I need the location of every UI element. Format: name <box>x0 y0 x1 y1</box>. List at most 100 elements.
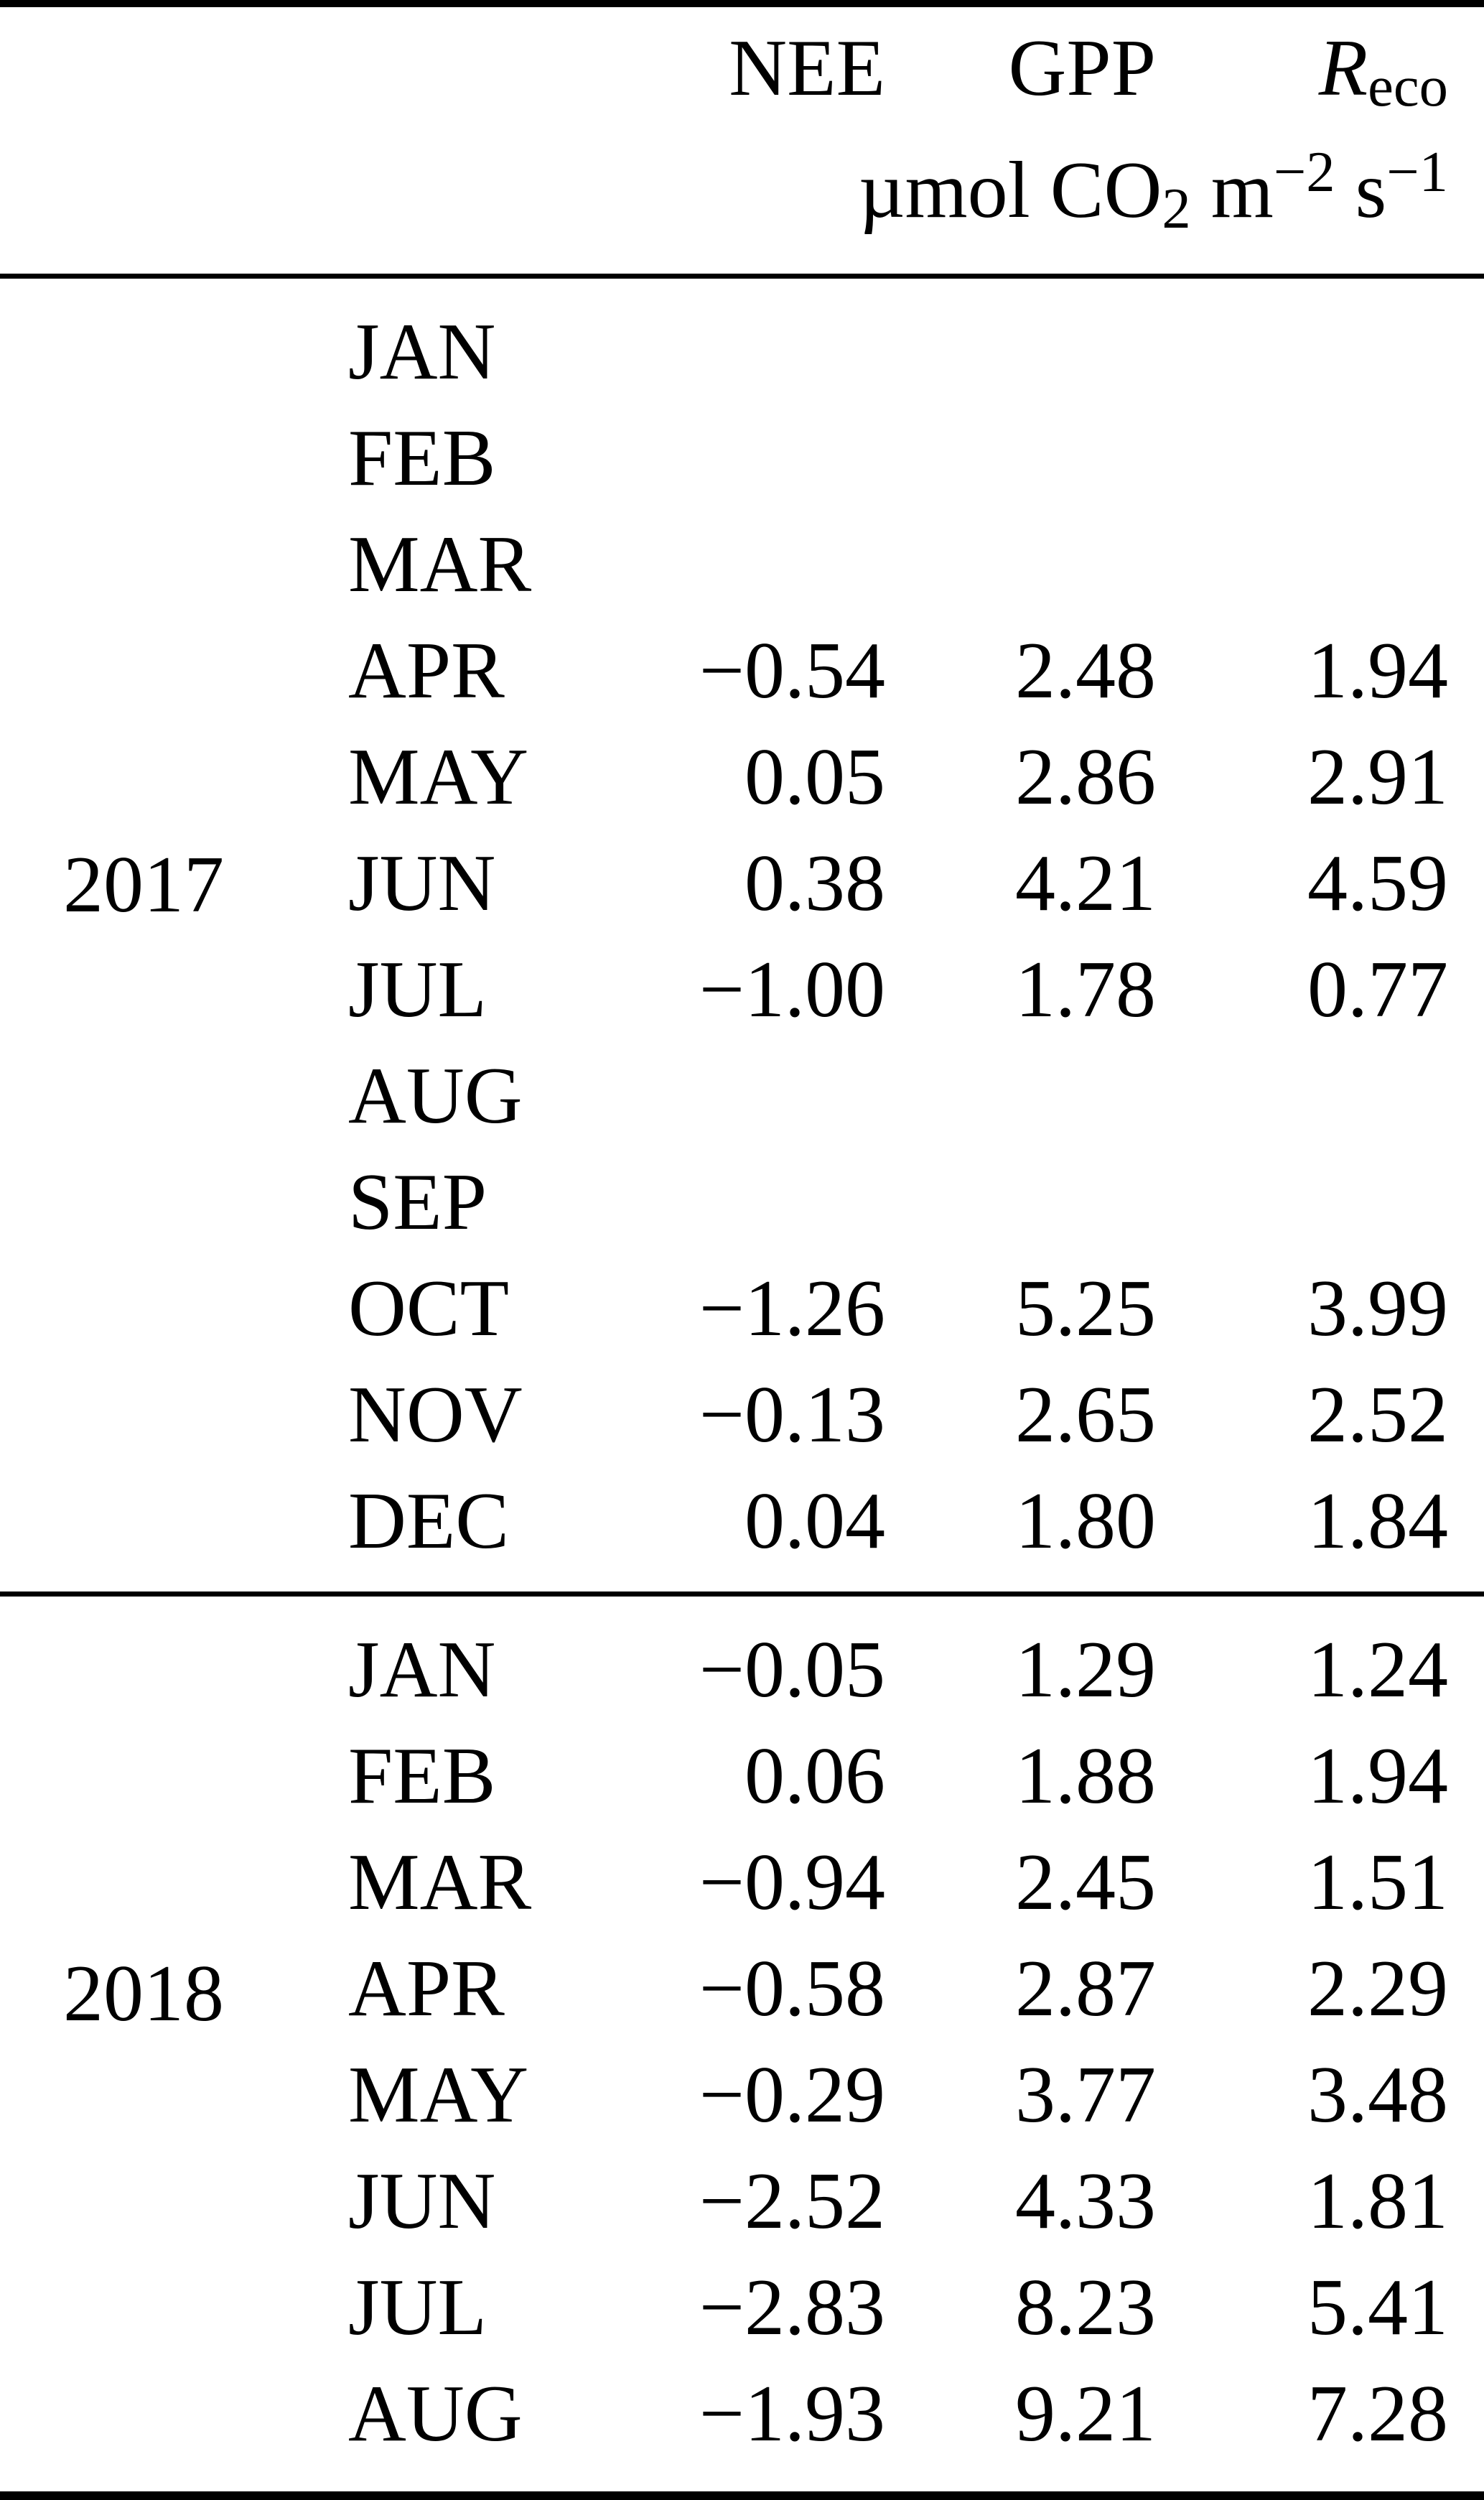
table-row: AUG <box>0 1043 1484 1149</box>
table-row: MAR <box>0 511 1484 618</box>
gpp-value: 1.78 <box>1015 945 1156 1034</box>
gpp-value: 1.29 <box>1015 1625 1156 1714</box>
reco-value <box>1156 405 1484 511</box>
reco-symbol: R <box>1318 24 1368 113</box>
year-label: 2018 <box>0 1594 287 2496</box>
nee-value <box>546 1149 885 1255</box>
reco-value: 3.48 <box>1307 2050 1448 2139</box>
month-label: AUG <box>348 1051 523 1140</box>
table-row: OCT −1.26 5.25 3.99 <box>0 1255 1484 1362</box>
nee-value: −1.26 <box>699 1264 885 1353</box>
reco-value: 3.99 <box>1307 1264 1448 1353</box>
table-row: MAY 0.05 2.86 2.91 <box>0 724 1484 830</box>
table-row: AUG −1.93 9.21 7.28 <box>0 2361 1484 2496</box>
month-label: DEC <box>348 1477 509 1566</box>
reco-value: 7.28 <box>1307 2369 1448 2458</box>
table-row: DEC 0.04 1.80 1.84 <box>0 1468 1484 1594</box>
nee-column-header: NEE <box>729 24 885 113</box>
table-header: NEE GPP Reco µmol CO2 m−2 s−1 <box>0 4 1484 277</box>
reco-value: 1.84 <box>1307 1477 1448 1566</box>
units-text: m <box>1190 146 1274 235</box>
nee-value: −2.83 <box>699 2263 885 2352</box>
month-label: FEB <box>348 1732 496 1821</box>
reco-value: 2.52 <box>1307 1370 1448 1459</box>
month-label: JUN <box>348 2157 496 2246</box>
nee-value: −2.52 <box>699 2157 885 2246</box>
reco-value: 2.29 <box>1307 1944 1448 2033</box>
month-label: NOV <box>348 1370 523 1459</box>
header-spacer <box>0 129 546 277</box>
gpp-value: 5.25 <box>1015 1264 1156 1353</box>
month-label: JAN <box>348 1625 496 1714</box>
reco-value: 1.51 <box>1307 1838 1448 1927</box>
month-label: FEB <box>348 414 496 503</box>
gpp-value <box>885 1149 1156 1255</box>
gpp-value: 1.88 <box>1015 1732 1156 1821</box>
gpp-value: 2.48 <box>1015 626 1156 715</box>
table-row: SEP <box>0 1149 1484 1255</box>
gpp-value: 2.45 <box>1015 1838 1156 1927</box>
reco-value: 1.94 <box>1307 1732 1448 1821</box>
table-row: 2018 JAN −0.05 1.29 1.24 <box>0 1594 1484 2038</box>
gpp-value: 3.77 <box>1015 2050 1156 2139</box>
table-row: 2017 JAN <box>0 277 1484 929</box>
year-label: 2017 <box>0 277 287 1594</box>
reco-value: 1.24 <box>1307 1625 1448 1714</box>
month-label: JUN <box>348 839 496 928</box>
reco-value <box>1156 1149 1484 1255</box>
nee-value: −0.54 <box>699 626 885 715</box>
month-label: APR <box>348 1944 505 2033</box>
month-label: AUG <box>348 2369 523 2458</box>
nee-value: −1.93 <box>699 2369 885 2458</box>
month-label: OCT <box>348 1264 509 1353</box>
month-label: JUL <box>348 945 487 1034</box>
table-row: NOV −0.13 2.65 2.52 <box>0 1362 1484 1468</box>
gpp-value: 1.80 <box>1015 1477 1156 1566</box>
nee-value <box>546 405 885 511</box>
gpp-value: 4.33 <box>1015 2157 1156 2246</box>
nee-value: 0.04 <box>745 1477 885 1566</box>
nee-value: −1.00 <box>699 945 885 1034</box>
nee-value: −0.29 <box>699 2050 885 2139</box>
year-text: 2018 <box>63 1949 224 2038</box>
nee-value <box>546 511 885 618</box>
gpp-value <box>885 277 1156 406</box>
units-subscript: 2 <box>1162 176 1191 241</box>
gpp-value: 4.21 <box>1015 839 1156 928</box>
units-superscript: −1 <box>1386 139 1448 204</box>
month-label: JAN <box>348 307 496 396</box>
table-row: APR −0.58 2.87 2.29 <box>0 1936 1484 2042</box>
gpp-value <box>885 511 1156 618</box>
units-label: µmol CO2 m−2 s−1 <box>546 129 1484 277</box>
gpp-value: 2.87 <box>1015 1944 1156 2033</box>
table-row: JUN −2.52 4.33 1.81 <box>0 2148 1484 2254</box>
month-label: MAY <box>348 2050 529 2139</box>
nee-value <box>546 1043 885 1149</box>
gpp-value: 2.86 <box>1015 733 1156 822</box>
table-row: APR −0.54 2.48 1.94 <box>0 618 1484 724</box>
month-label: APR <box>348 626 505 715</box>
reco-value: 4.59 <box>1307 839 1448 928</box>
reco-value <box>1156 1043 1484 1149</box>
nee-value: −0.05 <box>699 1625 885 1714</box>
reco-value <box>1156 277 1484 406</box>
gpp-value: 8.23 <box>1015 2263 1156 2352</box>
units-superscript: −2 <box>1273 139 1335 204</box>
section-2017: 2017 JAN FEB MAR APR −0.54 2. <box>0 277 1484 1594</box>
nee-value: 0.38 <box>745 839 885 928</box>
year-text: 2017 <box>63 840 224 929</box>
table-row: JUL −2.83 8.23 5.41 <box>0 2254 1484 2361</box>
reco-value: 2.91 <box>1307 733 1448 822</box>
reco-value: 5.41 <box>1307 2263 1448 2352</box>
nee-value: −0.58 <box>699 1944 885 2033</box>
nee-value: −0.94 <box>699 1838 885 1927</box>
reco-value <box>1156 511 1484 618</box>
gpp-column-header: GPP <box>1008 24 1156 113</box>
gpp-value: 2.65 <box>1015 1370 1156 1459</box>
reco-value: 0.77 <box>1307 945 1448 1034</box>
gpp-value <box>885 405 1156 511</box>
table-row: MAY −0.29 3.77 3.48 <box>0 2042 1484 2148</box>
reco-value: 1.81 <box>1307 2157 1448 2246</box>
header-spacer <box>0 4 546 129</box>
